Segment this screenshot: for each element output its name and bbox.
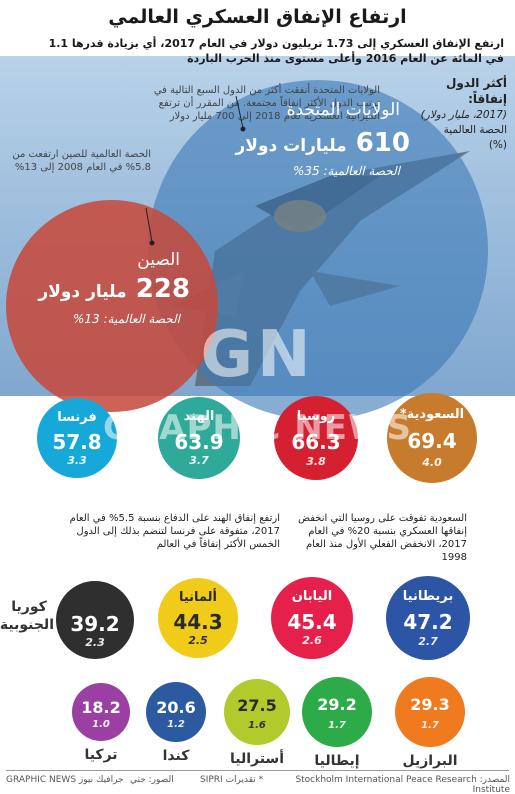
china-share: الحصة العالمية: 13% bbox=[72, 312, 180, 326]
bubble-12: 27.5 1.6 bbox=[224, 679, 290, 745]
subtitle: ارتفع الإنفاق العسكري إلى 1.73 تريليون د… bbox=[48, 37, 504, 65]
china-leader-dot bbox=[149, 240, 155, 246]
usa-leader-dot bbox=[240, 126, 246, 132]
bubble-11: 29.2 1.7 bbox=[302, 677, 372, 747]
bubble-value: 63.9 bbox=[174, 429, 224, 454]
bubble-value: 20.6 bbox=[156, 697, 196, 717]
bubble-share: 1.0 bbox=[92, 718, 110, 730]
bubble-14: 18.2 1.0 bbox=[72, 683, 130, 741]
china-circle bbox=[6, 200, 218, 412]
bubble-value: 69.4 bbox=[407, 429, 457, 453]
bubble-value: 57.8 bbox=[52, 430, 102, 454]
footer-photo: الصور: جتي bbox=[130, 775, 174, 785]
bubble-name: السعودية* bbox=[399, 406, 465, 422]
bubble-name: الهند bbox=[183, 409, 215, 425]
bubble-value: 18.2 bbox=[81, 698, 121, 718]
bubble-value: 45.4 bbox=[287, 609, 337, 634]
bubble-share: 1.2 bbox=[167, 719, 185, 731]
bubble-share: 2.6 bbox=[302, 634, 322, 648]
bubble-value: 29.2 bbox=[317, 695, 357, 715]
bubble-value: 27.5 bbox=[237, 696, 277, 716]
bubble-share: 3.7 bbox=[189, 454, 209, 468]
bubble-value: 47.2 bbox=[403, 609, 453, 634]
bubble-name: تركيا bbox=[84, 747, 118, 763]
footer-source: المصدر: Stockholm International Peace Re… bbox=[295, 775, 510, 794]
bubble-13: 20.6 1.2 bbox=[146, 682, 206, 742]
bubble-name: إيطاليا bbox=[314, 753, 360, 769]
usa-value-suffix: مليارات دولار bbox=[235, 136, 347, 156]
bubble-share: 1.7 bbox=[328, 720, 346, 732]
legend-share-label: الحصة العالمية bbox=[443, 124, 507, 136]
bubble-share: 2.3 bbox=[85, 635, 105, 649]
bubble-share: 1.6 bbox=[248, 719, 266, 731]
bubble-9: 39.2 2.3 bbox=[56, 581, 134, 659]
china-value-suffix: مليار دولار bbox=[38, 282, 127, 302]
bubble-name: ألمانيا bbox=[178, 590, 217, 605]
bubble-share: 2.5 bbox=[188, 634, 208, 647]
bubble-share: 2.7 bbox=[418, 634, 438, 648]
china-value-line: 228 مليار دولار bbox=[10, 274, 190, 304]
bubble-5: 57.8 3.3 فرنسا bbox=[37, 398, 117, 478]
legend-unit: (2017، مليار دولار) bbox=[420, 109, 507, 121]
bubble-7: 45.4 2.6 اليابان bbox=[271, 577, 353, 659]
bubble-name: كوريا الجنوبية bbox=[0, 599, 54, 633]
leader-lines bbox=[145, 95, 246, 246]
bubble-6: 47.2 2.7 بريطانيا bbox=[386, 576, 470, 660]
china-value: 228 bbox=[135, 274, 190, 304]
bubble-name: فرنسا bbox=[57, 410, 97, 425]
bubble-value: 44.3 bbox=[173, 610, 223, 634]
usa-share: الحصة العالمية: 35% bbox=[292, 164, 400, 178]
bubble-8: 44.3 2.5 ألمانيا bbox=[158, 578, 238, 658]
bubble-name: كندا bbox=[162, 748, 190, 764]
usa-note: الولايات المتحدة أنفقت أكثر من الدول الس… bbox=[153, 85, 380, 122]
footer-divider bbox=[6, 770, 509, 771]
bubble-name: اليابان bbox=[291, 589, 333, 605]
india-note: ارتفع إنفاق الهند على الدفاع بنسبة 5.5% … bbox=[69, 513, 280, 550]
bubble-10: 29.3 1.7 bbox=[395, 677, 465, 747]
page-title: ارتفاع الإنفاق العسكري العالمي bbox=[108, 6, 407, 28]
footer-estimate: * تقديرات SIPRI bbox=[200, 775, 264, 785]
watermark-text: GRAPHIC NEWS bbox=[103, 408, 412, 448]
china-name: الصين bbox=[137, 250, 180, 270]
china-leader-line bbox=[145, 207, 153, 243]
usa-leader-line bbox=[235, 95, 244, 129]
bubble-2: 69.4 4.0 السعودية* bbox=[387, 393, 477, 483]
usa-value-line: 610 مليارات دولار bbox=[200, 128, 410, 158]
legend: أكثر الدول إنفاقاً: (2017، مليار دولار) … bbox=[407, 76, 507, 153]
usa-name: الولايات المتحدة bbox=[286, 100, 400, 120]
bubble-4: 63.9 3.7 الهند bbox=[158, 397, 240, 479]
china-note: الحصة العالمية للصين ارتفعت من 5.8% في ا… bbox=[12, 149, 151, 173]
bubble-3: 66.3 3.8 روسيا bbox=[274, 396, 358, 480]
bubble-value: 66.3 bbox=[291, 429, 341, 454]
usa-value: 610 bbox=[355, 128, 410, 158]
bubble-name: روسيا bbox=[296, 408, 336, 424]
usa-circle bbox=[148, 80, 488, 420]
bubble-share: 4.0 bbox=[422, 456, 442, 469]
watermark-logo: GN bbox=[200, 318, 315, 392]
bubble-share: 3.3 bbox=[67, 454, 87, 467]
legend-share-unit: (%) bbox=[488, 139, 507, 151]
bubble-value: 29.3 bbox=[410, 695, 450, 715]
saudi-note: السعودية تفوقت على روسيا التي انخفض إنفا… bbox=[297, 513, 467, 563]
bubble-value: 39.2 bbox=[70, 612, 120, 637]
bubble-name: أستراليا bbox=[229, 751, 285, 767]
bubble-name: البرازيل bbox=[402, 753, 458, 769]
bubble-share: 3.8 bbox=[306, 454, 326, 468]
footer-credit: GRAPHIC NEWS جرافيك نيوز bbox=[6, 775, 124, 785]
bubble-share: 1.7 bbox=[421, 720, 439, 732]
legend-heading: أكثر الدول إنفاقاً: bbox=[445, 76, 507, 106]
bubble-name: بريطانيا bbox=[402, 588, 454, 604]
